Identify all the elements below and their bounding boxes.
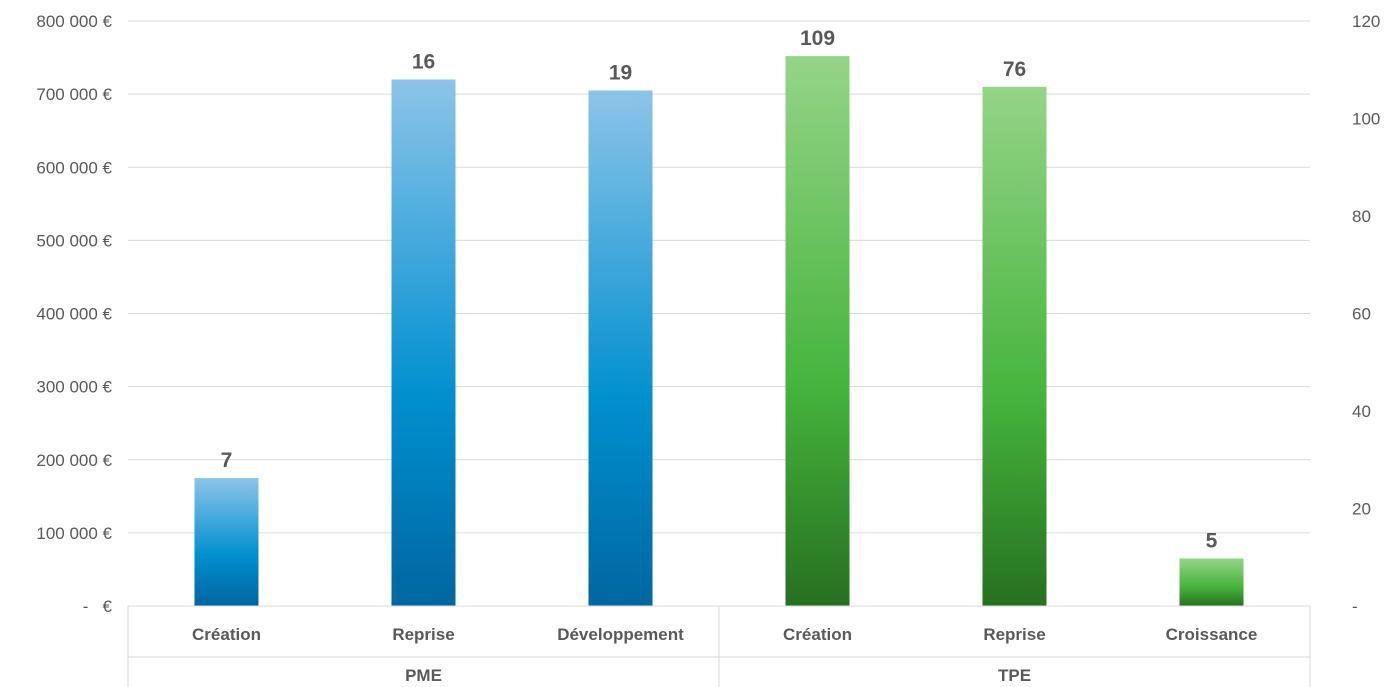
x-tick-label: Création (192, 625, 261, 644)
y-axis-right: - 20 40 60 80 100 120 (1352, 12, 1380, 616)
x-tick-label: Reprise (392, 625, 454, 644)
data-label: 109 (800, 27, 835, 50)
bar (194, 478, 259, 606)
data-labels: 7 16 19 109 76 5 (221, 27, 1218, 552)
group-label: TPE (998, 666, 1031, 685)
bars (194, 56, 1244, 607)
y-tick-label: 600 000 € (36, 158, 112, 177)
x-tick-label: Développement (557, 625, 684, 644)
y-tick-label: 400 000 € (36, 305, 112, 324)
y2-tick-label: 120 (1352, 12, 1380, 31)
data-label: 7 (221, 449, 233, 472)
y-tick-label: 200 000 € (36, 451, 112, 470)
data-label: 5 (1206, 529, 1218, 552)
y2-tick-label: 20 (1352, 500, 1371, 519)
y-tick-label: - € (83, 597, 113, 616)
data-label: 19 (609, 61, 632, 84)
y2-tick-label: 40 (1352, 402, 1371, 421)
bar (588, 90, 653, 606)
group-label: PME (405, 666, 442, 685)
y-tick-label: 300 000 € (36, 378, 112, 397)
x-tick-label: Création (783, 625, 852, 644)
y2-tick-label: 80 (1352, 207, 1371, 226)
bar (982, 86, 1047, 606)
bar (391, 79, 456, 606)
y2-tick-label: - (1352, 597, 1358, 616)
y-axis-left: - € 100 000 € 200 000 € 300 000 € 400 000 € 5… (36, 12, 112, 616)
y-tick-label: 800 000 € (36, 12, 112, 31)
y-tick-label: 500 000 € (36, 231, 112, 250)
y-tick-label: 100 000 € (36, 524, 112, 543)
x-axis: Création Reprise Développement Création Repr… (127, 605, 1311, 687)
data-label: 16 (412, 51, 435, 74)
y2-tick-label: 100 (1352, 110, 1380, 129)
bar (785, 56, 850, 607)
y2-tick-label: 60 (1352, 305, 1371, 324)
bar (1179, 558, 1244, 606)
x-tick-label: Reprise (983, 625, 1045, 644)
y-tick-label: 700 000 € (36, 85, 112, 104)
x-tick-label: Croissance (1166, 625, 1258, 644)
data-label: 76 (1003, 58, 1026, 81)
gridlines (128, 20, 1310, 607)
